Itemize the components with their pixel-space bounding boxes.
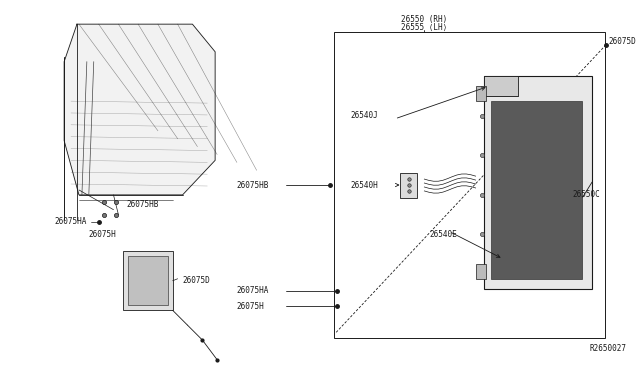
Bar	[484, 77, 592, 289]
Text: 26540H: 26540H	[350, 180, 378, 189]
Text: 26075HA: 26075HA	[54, 217, 86, 226]
Text: 26555 ⟨LH⟩: 26555 ⟨LH⟩	[401, 23, 447, 32]
Bar	[476, 86, 486, 101]
Text: 26540J: 26540J	[350, 112, 378, 121]
Text: 26550C: 26550C	[572, 190, 600, 199]
Text: 26075HB: 26075HB	[237, 180, 269, 189]
Text: 26075H: 26075H	[237, 302, 264, 311]
Text: 26075D: 26075D	[182, 276, 211, 285]
Bar	[476, 264, 486, 279]
Text: 26075D: 26075D	[609, 38, 637, 46]
Bar	[333, 32, 605, 338]
Bar	[128, 256, 168, 305]
Text: R2650027: R2650027	[589, 344, 627, 353]
Bar	[484, 77, 518, 96]
Bar	[124, 251, 173, 310]
Text: 26075HA: 26075HA	[237, 286, 269, 295]
Text: 26075HB: 26075HB	[126, 200, 159, 209]
Bar	[399, 173, 417, 198]
Polygon shape	[64, 24, 215, 195]
Text: 26550 (RH): 26550 (RH)	[401, 15, 447, 24]
Text: 26075H: 26075H	[89, 230, 116, 239]
Text: 26540E: 26540E	[429, 230, 457, 239]
Bar	[492, 101, 582, 279]
